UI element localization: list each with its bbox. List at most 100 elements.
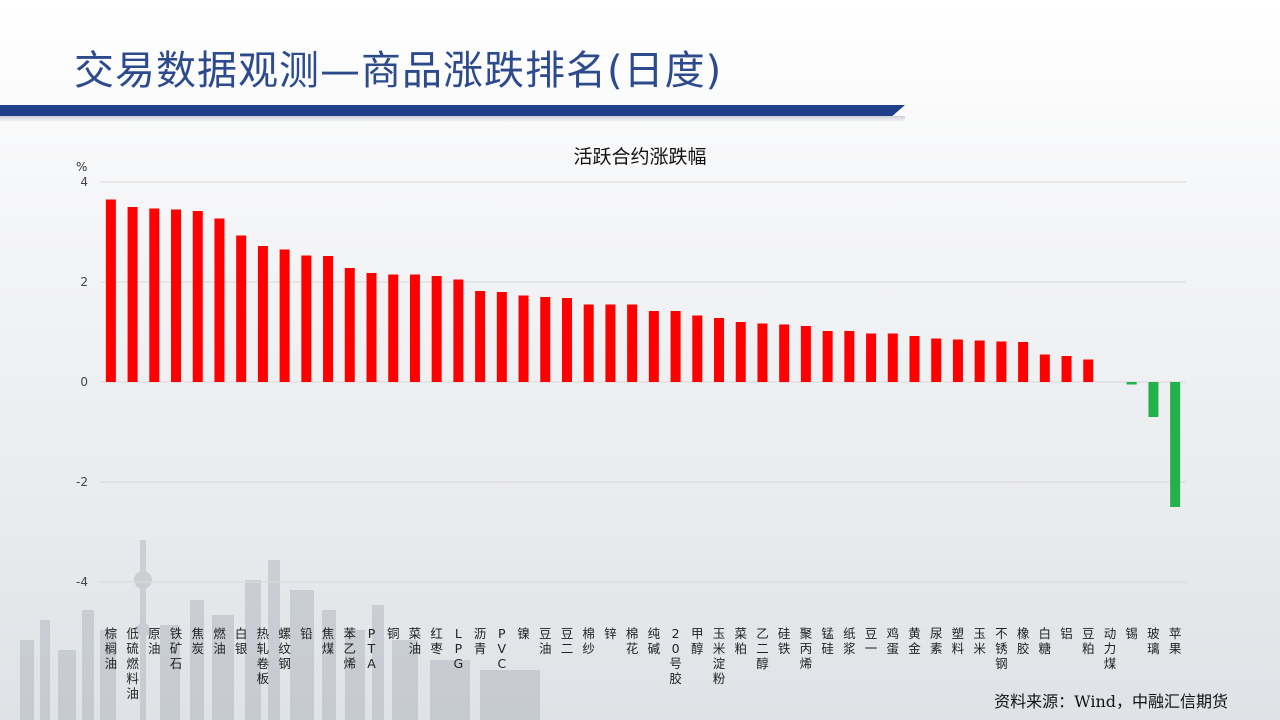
bar-玉米淀粉 bbox=[714, 318, 725, 382]
bar-铅 bbox=[301, 255, 312, 382]
bar-热轧卷板 bbox=[257, 246, 268, 382]
bar-橡胶 bbox=[1018, 342, 1029, 382]
bar-苹果 bbox=[1170, 382, 1181, 507]
bar-尿素 bbox=[931, 338, 942, 382]
bar-铜 bbox=[388, 274, 399, 382]
x-tick-label: 铁矿石 bbox=[169, 626, 183, 671]
x-tick-label: 玉米 bbox=[973, 626, 986, 656]
page-title: 交易数据观测—商品涨跌排名(日度) bbox=[74, 48, 723, 94]
x-tick-label: 焦炭 bbox=[191, 626, 204, 656]
x-tick-label: 橡胶 bbox=[1016, 626, 1030, 656]
x-tick-label: 棉花 bbox=[625, 626, 639, 656]
x-tick-label: LPG bbox=[453, 626, 464, 671]
bar-乙二醇 bbox=[757, 323, 768, 382]
x-tick-label: 纯碱 bbox=[647, 626, 661, 656]
x-tick-label: PTA bbox=[367, 626, 376, 671]
y-tick-label: 0 bbox=[80, 375, 88, 389]
x-tick-label: 白银 bbox=[234, 626, 248, 656]
bar-豆粕 bbox=[1083, 359, 1094, 382]
x-tick-label: 铜 bbox=[386, 626, 400, 641]
bar-苯乙烯 bbox=[344, 268, 355, 382]
x-tick-label: 菜油 bbox=[408, 626, 422, 656]
bar-不锈钢 bbox=[996, 341, 1007, 382]
bar-LPG bbox=[453, 279, 464, 382]
y-tick-label: -4 bbox=[76, 575, 88, 589]
bar-镍 bbox=[518, 295, 529, 382]
x-tick-label: 铝 bbox=[1060, 626, 1073, 641]
source-note: 资料来源：Wind，中融汇信期货 bbox=[994, 692, 1228, 711]
bar-铝 bbox=[1061, 356, 1072, 382]
bar-锌 bbox=[605, 304, 616, 382]
city-skyline-decoration bbox=[20, 540, 540, 720]
bar-菜油 bbox=[409, 274, 420, 382]
x-tick-label: 玉米淀粉 bbox=[712, 626, 726, 686]
x-tick-label: 棕榈油 bbox=[104, 626, 118, 671]
bar-甲醇 bbox=[692, 315, 703, 382]
x-tick-label: 硅铁 bbox=[777, 626, 791, 656]
x-tick-label: 红枣 bbox=[430, 626, 443, 656]
bar-豆油 bbox=[540, 297, 551, 382]
x-tick-label: 20号胶 bbox=[669, 626, 682, 686]
x-tick-label: 苯乙烯 bbox=[343, 626, 357, 671]
y-tick-label: -2 bbox=[76, 475, 88, 489]
bar-锡 bbox=[1126, 382, 1137, 385]
bar-纯碱 bbox=[648, 311, 659, 382]
x-tick-label: 铅 bbox=[300, 626, 313, 641]
y-tick-label: 2 bbox=[80, 275, 88, 289]
x-tick-label: 焦煤 bbox=[321, 626, 335, 656]
bar-塑料 bbox=[952, 339, 963, 382]
x-tick-label: 锡 bbox=[1125, 626, 1138, 641]
x-tick-label: 菜粕 bbox=[734, 626, 747, 656]
y-axis-unit: % bbox=[76, 160, 88, 174]
x-tick-label: 苹果 bbox=[1168, 626, 1182, 656]
y-tick-label: 4 bbox=[80, 175, 88, 189]
title-underline-bar bbox=[0, 105, 905, 116]
x-tick-label: 沥青 bbox=[473, 626, 487, 656]
x-tick-label: 螺纹钢 bbox=[278, 626, 291, 671]
bar-白糖 bbox=[1039, 354, 1050, 382]
bar-菜粕 bbox=[735, 322, 746, 382]
x-tick-label: 不锈钢 bbox=[995, 626, 1008, 671]
bar-鸡蛋 bbox=[887, 333, 898, 382]
bar-豆二 bbox=[561, 298, 572, 382]
x-tick-label: 低硫燃料油 bbox=[126, 626, 139, 701]
bar-聚丙烯 bbox=[800, 326, 811, 382]
x-tick-label: 乙二醇 bbox=[756, 626, 769, 671]
bar-低硫燃料油 bbox=[127, 207, 138, 382]
bar-红枣 bbox=[431, 276, 442, 382]
x-tick-label: 镍 bbox=[517, 626, 530, 641]
x-tick-label: 甲醇 bbox=[691, 626, 704, 656]
x-tick-label: 鸡蛋 bbox=[886, 626, 900, 656]
x-tick-label: 白糖 bbox=[1038, 626, 1052, 656]
x-tick-label: 燃油 bbox=[213, 626, 226, 656]
bar-螺纹钢 bbox=[279, 249, 290, 382]
x-tick-label: 豆油 bbox=[538, 626, 552, 656]
x-tick-label: 豆一 bbox=[864, 626, 878, 656]
x-tick-label: 棉纱 bbox=[582, 626, 595, 656]
x-tick-label: 玻璃 bbox=[1147, 626, 1160, 656]
x-tick-label: 热轧卷板 bbox=[256, 626, 270, 686]
x-tick-label: 锰硅 bbox=[821, 626, 834, 656]
bar-焦炭 bbox=[192, 211, 203, 382]
x-tick-label: 纸浆 bbox=[843, 626, 856, 656]
bar-白银 bbox=[236, 235, 247, 382]
chart-title: 活跃合约涨跌幅 bbox=[573, 146, 707, 168]
bar-焦煤 bbox=[323, 256, 334, 382]
bar-锰硅 bbox=[822, 331, 833, 382]
x-tick-label: 聚丙烯 bbox=[799, 626, 813, 671]
bar-棉花 bbox=[627, 304, 638, 382]
bar-豆一 bbox=[866, 333, 877, 382]
title-underline-shadow bbox=[0, 116, 905, 122]
bar-硅铁 bbox=[779, 324, 790, 382]
x-tick-label: 塑料 bbox=[951, 626, 965, 656]
bar-沥青 bbox=[475, 291, 486, 382]
bar-铁矿石 bbox=[171, 209, 182, 382]
bar-黄金 bbox=[909, 336, 920, 382]
x-tick-label: 豆二 bbox=[560, 626, 574, 656]
x-tick-label: 锌 bbox=[604, 626, 617, 641]
bar-20号胶 bbox=[670, 311, 681, 382]
bar-原油 bbox=[149, 208, 160, 382]
x-tick-label: 黄金 bbox=[908, 626, 921, 656]
bar-燃油 bbox=[214, 218, 225, 382]
bar-玉米 bbox=[974, 340, 985, 382]
